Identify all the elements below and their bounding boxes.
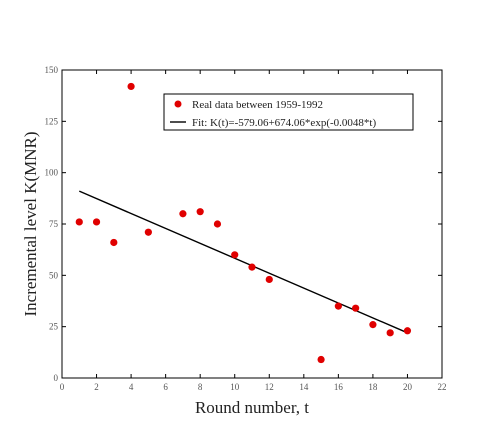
y-tick-label: 150 — [45, 65, 59, 75]
x-tick-label: 18 — [368, 382, 378, 392]
data-point — [369, 321, 377, 329]
data-point — [317, 355, 325, 364]
x-tick-label: 2 — [94, 382, 99, 392]
y-tick-label: 0 — [54, 373, 59, 383]
fit-line — [78, 190, 408, 334]
x-tick-label: 0 — [60, 382, 65, 392]
y-tick-label: 100 — [45, 168, 59, 178]
x-axis-title: Round number, t — [195, 398, 309, 417]
y-tick-label: 50 — [49, 270, 59, 280]
fit-layer — [78, 190, 408, 334]
x-tick-label: 12 — [265, 382, 274, 392]
legend-box — [163, 93, 414, 131]
data-point — [110, 238, 118, 247]
y-axis-title: Incremental level K(MNR) — [21, 131, 40, 316]
data-point — [213, 220, 222, 228]
data-point — [248, 263, 256, 271]
x-tick-label: 4 — [129, 382, 134, 392]
legend-label-points: Real data between 1959-1992 — [192, 99, 323, 111]
data-point — [92, 218, 101, 226]
ticks-layer: 0 2 4 6 8 10 12 14 16 18 20 22 0 25 50 75 100 125 150 — [45, 65, 447, 392]
data-point — [127, 82, 135, 91]
x-tick-label: 6 — [163, 382, 168, 392]
data-point — [144, 228, 152, 236]
data-point — [265, 275, 273, 284]
y-tick-label: 75 — [49, 219, 59, 229]
x-tick-label: 16 — [334, 382, 344, 392]
x-tick-label: 22 — [438, 382, 447, 392]
data-point — [196, 208, 204, 216]
data-point — [352, 304, 360, 312]
legend: Real data between 1959-1992 Fit: K(t)=-5… — [163, 93, 414, 131]
legend-label-fit: Fit: K(t)=-579.06+674.06*exp(-0.0048*t) — [192, 117, 376, 129]
x-tick-label: 14 — [299, 382, 309, 392]
data-point — [75, 218, 83, 226]
data-point — [231, 251, 239, 259]
data-point — [334, 302, 342, 310]
x-tick-label: 10 — [230, 382, 240, 392]
data-point — [386, 329, 394, 337]
x-tick-label: 8 — [198, 382, 203, 392]
data-point — [179, 210, 187, 218]
y-tick-label: 25 — [49, 322, 59, 332]
x-tick-label: 20 — [403, 382, 413, 392]
y-tick-label: 125 — [45, 116, 59, 126]
data-point — [403, 327, 412, 335]
legend-point-marker — [174, 100, 182, 108]
points-layer — [75, 82, 412, 364]
